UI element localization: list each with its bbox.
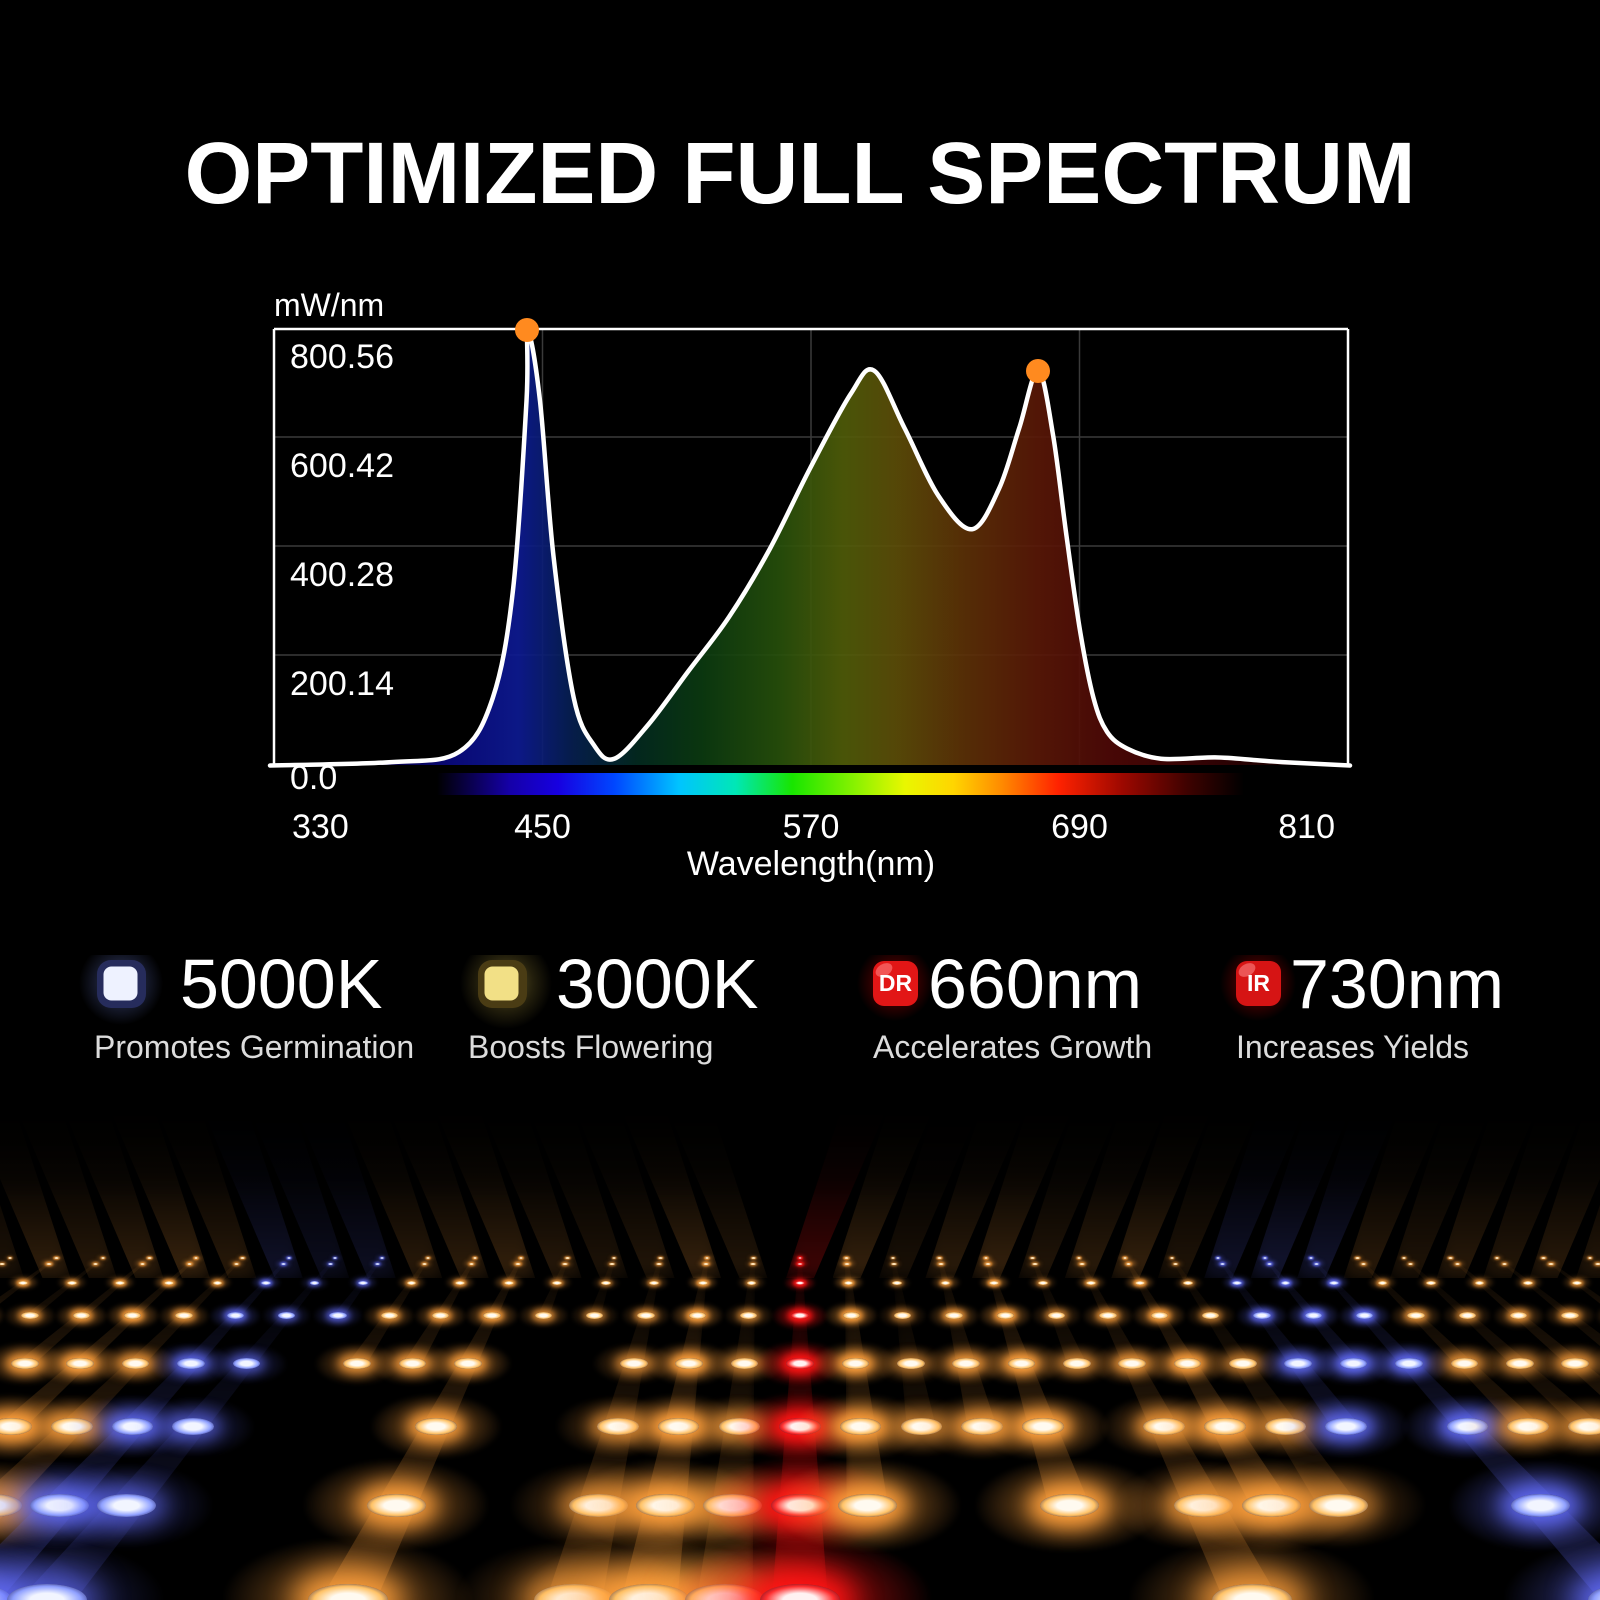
svg-text:690: 690 [1051, 808, 1108, 846]
svg-text:Boosts Flowering: Boosts Flowering [468, 1029, 713, 1065]
svg-text:IR: IR [1247, 970, 1270, 996]
svg-text:3000K: 3000K [556, 955, 758, 1023]
svg-text:200.14: 200.14 [290, 665, 394, 703]
svg-text:0.0: 0.0 [290, 759, 337, 797]
svg-text:Accelerates Growth: Accelerates Growth [873, 1029, 1152, 1065]
svg-text:570: 570 [783, 808, 840, 846]
svg-text:Increases Yields: Increases Yields [1236, 1029, 1469, 1065]
svg-text:730nm: 730nm [1290, 955, 1504, 1023]
svg-text:330: 330 [292, 808, 349, 846]
svg-text:450: 450 [514, 808, 571, 846]
svg-text:DR: DR [879, 970, 913, 996]
svg-text:mW/nm: mW/nm [274, 287, 384, 323]
svg-text:Wavelength(nm): Wavelength(nm) [687, 845, 935, 883]
svg-text:600.42: 600.42 [290, 447, 394, 485]
svg-text:660nm: 660nm [928, 955, 1142, 1023]
svg-text:810: 810 [1278, 808, 1335, 846]
svg-text:800.56: 800.56 [290, 338, 394, 376]
svg-text:5000K: 5000K [180, 955, 382, 1023]
svg-text:400.28: 400.28 [290, 556, 394, 594]
svg-text:Promotes Germination: Promotes Germination [94, 1029, 414, 1065]
